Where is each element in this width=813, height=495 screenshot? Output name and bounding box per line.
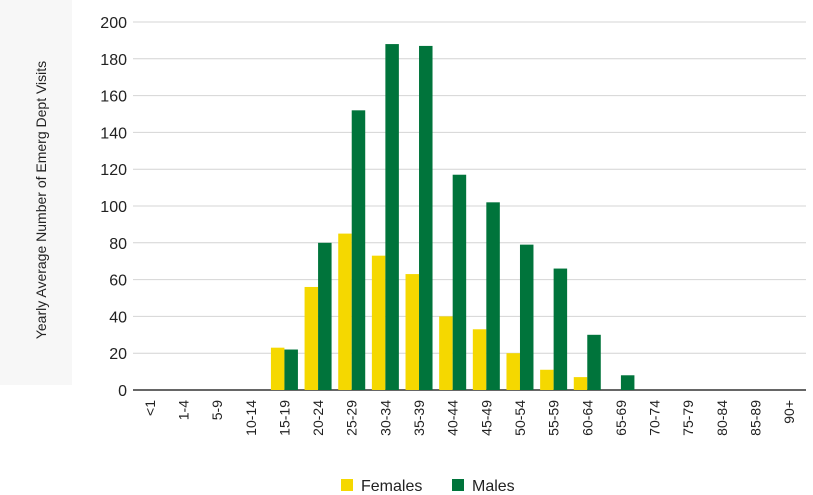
bar-females-45-49 [472,329,487,390]
y-tick-label: 200 [100,15,127,32]
x-tick-label: 85-89 [748,400,764,436]
bar-males-45-49 [486,202,500,390]
x-tick-label: 45-49 [478,400,494,436]
x-tick-label: 5-9 [209,400,225,420]
x-tick-label: 55-59 [546,400,562,436]
bar-males-40-44 [452,174,467,390]
y-tick-labels: 0 20 40 60 80 100 120 140 160 180 200 [100,15,127,400]
y-tick-label: 180 [100,52,127,69]
y-tick-label: 80 [109,236,127,253]
y-tick-label: 0 [118,383,127,400]
bar-females-15-19 [270,347,285,390]
bar-females-25-29 [338,233,352,390]
x-tick-labels: <1 1-4 5-9 10-14 15-19 20-24 25-29 30-34 35-39 40… [142,400,797,436]
x-tick-label: 30-34 [377,400,393,436]
bar-females-55-59 [540,369,554,390]
y-axis-title: Yearly Average Number of Emerg Dept Visi… [33,61,49,339]
x-tick-label: 40-44 [445,400,461,436]
x-tick-label: 60-64 [579,400,595,436]
bar-females-40-44 [439,316,453,390]
x-tick-label: 80-84 [714,400,730,436]
bar-females-35-39 [405,274,420,390]
y-tick-label: 20 [109,346,127,363]
x-tick-label: 70-74 [647,400,663,436]
bar-males-30-34 [385,44,399,390]
bar-females-60-64 [573,377,588,390]
bar-females-30-34 [371,255,386,390]
bar-males-60-64 [587,334,601,390]
bar-males-35-39 [419,45,433,391]
y-tick-label: 100 [100,199,127,216]
y-axis-title-band [0,0,72,385]
legend-swatch-females [341,479,353,491]
x-tick-label: 35-39 [411,400,427,436]
bars [270,44,635,391]
x-tick-label: 1-4 [175,400,191,420]
legend: Females Males [341,478,515,495]
x-tick-label: 90+ [781,400,797,424]
y-tick-label: 40 [109,309,127,326]
x-tick-label: 15-19 [276,400,292,436]
x-tick-label: 20-24 [310,400,326,436]
gridlines [133,21,806,391]
x-tick-label: 75-79 [680,400,696,436]
x-tick-label: 50-54 [512,400,528,436]
bar-females-20-24 [304,286,319,390]
bar-males-50-54 [519,244,534,390]
y-tick-label: 60 [109,273,127,290]
bar-males-55-59 [553,268,568,390]
y-tick-label: 120 [100,162,127,179]
x-tick-label: <1 [142,400,158,416]
bar-males-25-29 [351,110,366,390]
x-tick-label: 25-29 [344,400,360,436]
y-tick-label: 160 [100,89,127,106]
legend-label-females: Females [361,478,422,495]
bar-males-20-24 [318,242,332,390]
x-tick-label: 65-69 [613,400,629,436]
bar-males-15-19 [284,349,298,390]
legend-label-males: Males [472,478,515,495]
y-tick-label: 140 [100,125,127,142]
x-tick-label: 10-14 [243,400,259,436]
legend-swatch-males [452,479,464,491]
bar-males-65-69 [620,375,635,390]
bar-females-50-54 [506,353,520,390]
